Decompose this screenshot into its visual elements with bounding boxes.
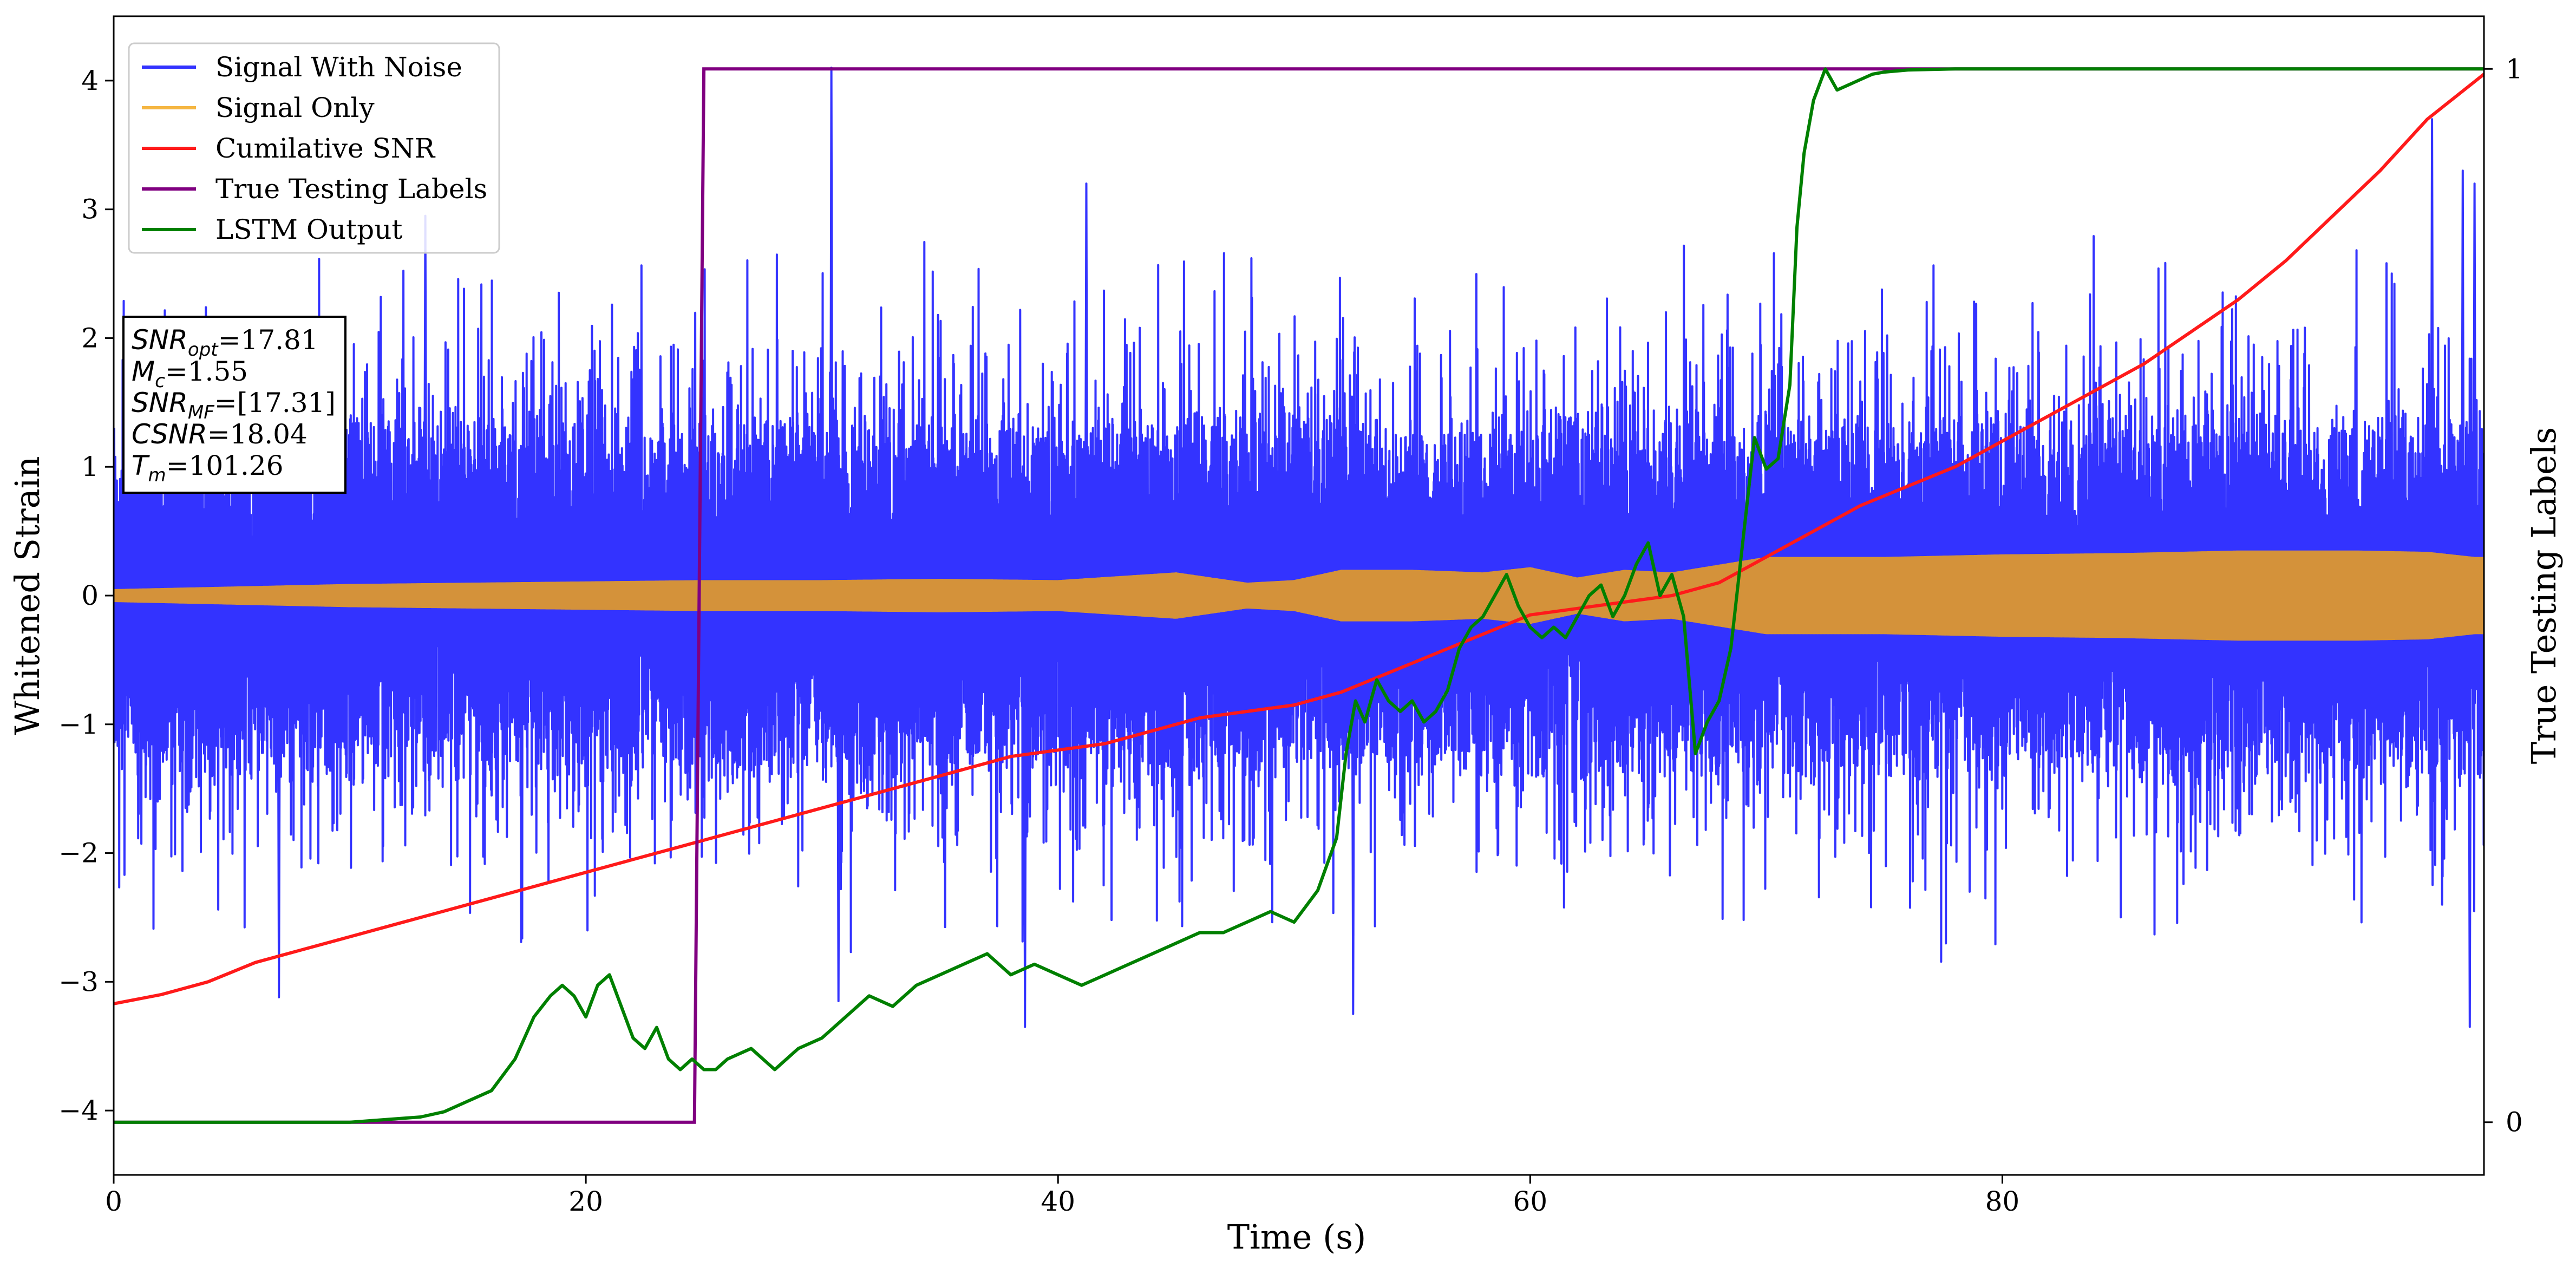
- stats-variable: CSNR: [132, 419, 207, 450]
- cumilative-snr-line: [114, 73, 2484, 1005]
- stats-box-frame: [122, 316, 346, 494]
- plot-area: [114, 67, 2484, 1124]
- y-tick-label: −2: [58, 838, 99, 869]
- y-tick-label: −4: [58, 1095, 99, 1126]
- y-tick-label: −1: [58, 709, 99, 740]
- y-tick-label: 0: [81, 580, 99, 611]
- y-tick-label: 4: [81, 65, 99, 96]
- y-tick-label: 1: [81, 451, 99, 482]
- stats-value: =18.04: [207, 419, 308, 450]
- legend: Signal With Noise Signal Only Cumilative S…: [128, 42, 500, 254]
- y-tick-label: −3: [58, 966, 99, 997]
- x-tick-label: 0: [105, 1186, 122, 1217]
- y2-axis-ticks: 01: [2484, 53, 2523, 1138]
- stats-value: =1.55: [165, 356, 248, 387]
- stats-variable: SNR: [132, 387, 188, 419]
- signal-only-line: [114, 550, 2484, 641]
- y2-axis-label: True Testing Labels: [2524, 427, 2564, 765]
- stats-subscript: m: [148, 465, 166, 486]
- stats-line: SNRopt=17.81: [132, 324, 318, 361]
- y-axis-ticks: −4 −3 −2 −1 0 1 2 3 4: [58, 65, 114, 1126]
- legend-label: Cumilative SNR: [215, 133, 435, 164]
- stats-line: Tm=101.26: [132, 450, 284, 486]
- stats-value: =101.26: [166, 450, 284, 481]
- y-tick-label: 2: [81, 322, 99, 354]
- stats-value: =[17.31]: [214, 387, 336, 419]
- stats-variable: SNR: [132, 324, 188, 356]
- x-tick-label: 60: [1513, 1186, 1548, 1217]
- stats-line: CSNR=18.04: [132, 419, 308, 450]
- stats-variable: M: [132, 356, 155, 387]
- y2-tick-label: 1: [2506, 53, 2523, 84]
- y2-tick-label: 0: [2506, 1107, 2523, 1138]
- legend-label: Signal Only: [215, 92, 375, 123]
- x-axis-label: Time (s): [1227, 1217, 1367, 1257]
- x-tick-label: 20: [568, 1186, 603, 1217]
- stats-line: SNRMF=[17.31]: [132, 387, 336, 423]
- x-tick-label: 80: [1985, 1186, 2020, 1217]
- lstm-output-line: [114, 67, 2484, 1124]
- y-tick-label: 3: [81, 194, 99, 225]
- stats-annotation-box: SNRopt=17.81Mc=1.55SNRMF=[17.31]CSNR=18.…: [122, 316, 346, 494]
- stats-variable: T: [132, 450, 150, 481]
- stats-subscript: c: [155, 370, 165, 392]
- legend-box: [128, 42, 500, 254]
- x-tick-label: 40: [1041, 1186, 1075, 1217]
- x-axis-ticks: 0 20 40 60 80: [105, 1175, 2019, 1217]
- stats-subscript: MF: [188, 402, 214, 423]
- y-axis-label: Whitened Strain: [8, 456, 47, 735]
- legend-label: Signal With Noise: [215, 51, 462, 83]
- stats-line: Mc=1.55: [132, 356, 248, 392]
- legend-label: LSTM Output: [215, 214, 402, 245]
- true-testing-labels-line: [114, 67, 2484, 1124]
- legend-label: True Testing Labels: [215, 173, 487, 205]
- stats-subscript: opt: [188, 339, 219, 361]
- stats-value: =17.81: [218, 324, 318, 356]
